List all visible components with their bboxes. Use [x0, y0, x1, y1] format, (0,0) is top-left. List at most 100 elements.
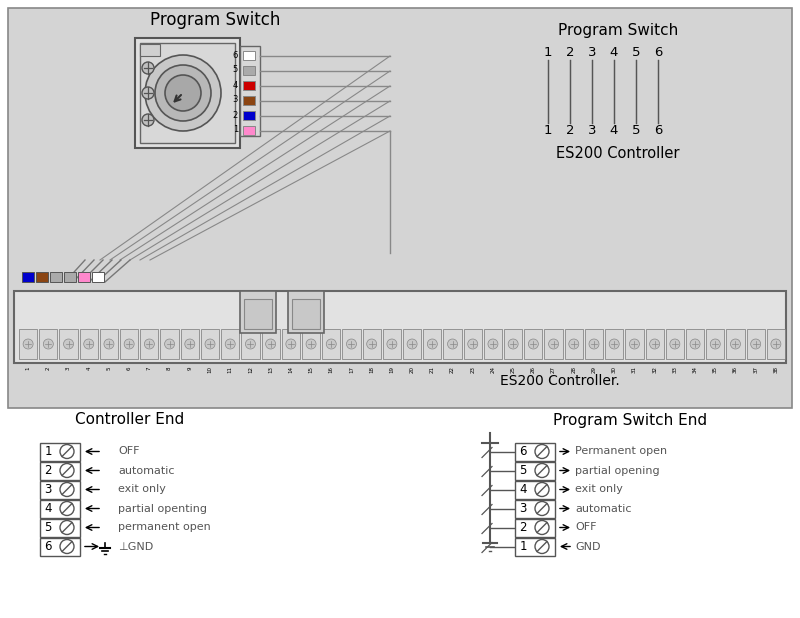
Circle shape — [266, 339, 276, 349]
Bar — [243, 111, 255, 120]
Bar — [80, 329, 98, 359]
Text: 6: 6 — [44, 540, 52, 553]
Bar — [292, 299, 320, 329]
Text: 3: 3 — [44, 483, 52, 496]
Bar — [545, 329, 562, 359]
Circle shape — [60, 540, 74, 554]
Circle shape — [142, 87, 154, 99]
Text: exit only: exit only — [118, 485, 166, 494]
Bar — [322, 329, 340, 359]
Text: 8: 8 — [167, 366, 172, 370]
Bar — [666, 329, 684, 359]
Circle shape — [142, 62, 154, 74]
Bar — [243, 66, 255, 75]
Bar — [120, 329, 138, 359]
Circle shape — [185, 339, 194, 349]
Circle shape — [549, 339, 558, 349]
Text: Program Switch: Program Switch — [558, 22, 678, 38]
Circle shape — [346, 339, 357, 349]
Text: 1: 1 — [26, 366, 30, 370]
Text: 24: 24 — [490, 366, 495, 373]
Circle shape — [670, 339, 680, 349]
Text: 6: 6 — [654, 46, 662, 59]
Text: 5: 5 — [632, 124, 640, 137]
Circle shape — [589, 339, 599, 349]
Text: 5: 5 — [44, 521, 52, 534]
Text: 11: 11 — [228, 366, 233, 373]
Text: 13: 13 — [268, 366, 273, 373]
Bar — [585, 329, 603, 359]
Circle shape — [60, 483, 74, 496]
Bar — [726, 329, 745, 359]
Text: 5: 5 — [233, 66, 238, 75]
Bar — [40, 500, 80, 518]
Bar — [40, 481, 80, 499]
Circle shape — [447, 339, 458, 349]
Bar — [282, 329, 300, 359]
Circle shape — [387, 339, 397, 349]
Circle shape — [84, 339, 94, 349]
Text: 2: 2 — [46, 366, 51, 370]
Circle shape — [468, 339, 478, 349]
Circle shape — [205, 339, 215, 349]
Circle shape — [43, 339, 54, 349]
Text: 34: 34 — [693, 366, 698, 373]
Bar — [515, 538, 555, 556]
Text: 4: 4 — [44, 502, 52, 515]
Text: 9: 9 — [187, 366, 192, 370]
Text: 21: 21 — [430, 366, 435, 373]
Text: 2: 2 — [566, 124, 574, 137]
Text: 29: 29 — [591, 366, 597, 373]
Bar — [92, 272, 104, 282]
Text: 3: 3 — [66, 366, 71, 370]
Text: 12: 12 — [248, 366, 253, 373]
Circle shape — [165, 339, 174, 349]
Bar — [342, 329, 361, 359]
Bar — [240, 46, 260, 136]
Bar — [221, 329, 239, 359]
Text: 19: 19 — [390, 366, 394, 373]
Text: 3: 3 — [588, 124, 596, 137]
Circle shape — [326, 339, 336, 349]
Bar — [403, 329, 422, 359]
Text: 1: 1 — [233, 125, 238, 135]
Bar — [40, 443, 80, 461]
Bar — [243, 81, 255, 90]
Circle shape — [155, 65, 211, 121]
Text: automatic: automatic — [575, 504, 631, 514]
Bar — [443, 329, 462, 359]
Text: ES200 Controller: ES200 Controller — [556, 145, 680, 161]
Text: 26: 26 — [531, 366, 536, 373]
Circle shape — [535, 444, 549, 459]
Text: 7: 7 — [147, 366, 152, 370]
Bar — [181, 329, 199, 359]
Bar — [244, 299, 272, 329]
Text: Program Switch: Program Switch — [150, 11, 280, 29]
Circle shape — [535, 464, 549, 478]
Circle shape — [630, 339, 639, 349]
Text: 14: 14 — [288, 366, 294, 373]
Text: 2: 2 — [233, 111, 238, 119]
Text: 17: 17 — [349, 366, 354, 373]
Text: 22: 22 — [450, 366, 455, 373]
Text: OFF: OFF — [118, 446, 139, 457]
Text: 33: 33 — [672, 366, 678, 373]
Bar — [36, 272, 48, 282]
Bar — [50, 272, 62, 282]
Bar — [64, 272, 76, 282]
Text: Permanent open: Permanent open — [575, 446, 667, 457]
Text: 1: 1 — [544, 46, 552, 59]
Text: ES200 Controller.: ES200 Controller. — [500, 374, 620, 388]
Bar — [8, 8, 792, 408]
Text: 32: 32 — [652, 366, 657, 373]
Text: 2: 2 — [566, 46, 574, 59]
Text: 5: 5 — [519, 464, 526, 477]
Circle shape — [535, 540, 549, 554]
Text: 1: 1 — [544, 124, 552, 137]
Circle shape — [366, 339, 377, 349]
Bar — [524, 329, 542, 359]
Text: 10: 10 — [207, 366, 213, 373]
Bar — [40, 462, 80, 480]
Text: 6: 6 — [654, 124, 662, 137]
Bar — [240, 291, 276, 333]
